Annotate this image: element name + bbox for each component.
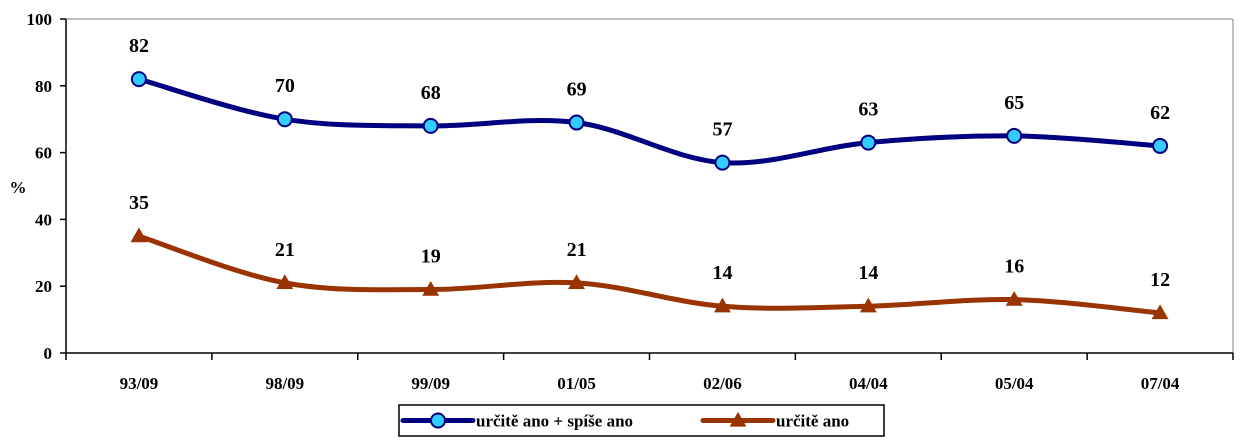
y-tick-label: 20 [35,277,52,296]
series-2-data-label: 16 [1004,256,1024,278]
legend-label: určitě ano + spíše ano [476,412,633,431]
y-tick-label: 80 [35,77,52,96]
series-1-data-label: 68 [421,82,441,104]
series-2-point [422,280,440,296]
series-2-data-label: 14 [712,262,732,284]
y-tick-label: 60 [35,144,52,163]
series-2-point [568,274,585,290]
series-2-data-label: 21 [567,239,587,261]
y-tick-label: 100 [27,10,53,29]
series-1-line [136,76,1163,166]
x-tick-label: 05/04 [995,374,1034,393]
x-tick-label: 07/04 [1141,374,1180,393]
series-2-data-label: 14 [858,262,878,284]
series-2 [130,227,1169,320]
x-tick-label: 04/04 [849,374,888,393]
series-1-point [422,117,439,134]
legend-label: určitě ano [776,412,849,431]
series-1-data-label: 57 [712,119,732,141]
data-labels: 82 70 68 69 57 63 65 62 35 21 19 21 14 14 16 12 [129,35,1170,291]
series-2-line [136,233,1163,316]
series-2-point [130,227,148,243]
series-2-point [1151,304,1169,320]
series-1-data-label: 70 [275,75,295,97]
x-tick-label: 02/06 [703,374,742,393]
series-2-data-label: 12 [1150,269,1170,291]
legend-box [398,404,885,437]
series-2-data-label: 35 [129,192,149,214]
series-2-data-label: 19 [421,246,441,268]
legend-item-1: určitě ano + spíše ano [400,412,633,431]
legend-swatch-marker [729,411,747,427]
series-1-point [860,134,877,151]
series-2-point [714,297,731,313]
x-tick-label: 93/09 [120,374,159,393]
series-1-point [568,114,585,131]
series-2-point [276,274,294,290]
x-tick-label: 99/09 [411,374,450,393]
y-tick-label: 40 [35,210,52,229]
series-1 [130,71,1169,171]
x-tick-label: 98/09 [265,374,304,393]
series-1-data-label: 69 [567,79,587,101]
series-1-point [130,71,147,88]
legend: určitě ano + spíše ano určitě ano [398,404,885,437]
series-2-data-label: 21 [275,239,295,261]
axes: 0 20 40 60 80 100 93/09 98/09 99/09 01/05 02/06 04/… [27,10,1234,393]
series-1-data-label: 63 [858,99,878,121]
series-1-point [714,154,731,171]
x-tick-label: 01/05 [557,374,596,393]
series-1-point [276,111,293,128]
series-1-point [1006,127,1023,144]
series-layer [130,71,1169,320]
series-1-data-label: 82 [129,35,149,57]
series-1-data-label: 65 [1004,92,1024,114]
legend-item-2: určitě ano [700,411,849,431]
legend-swatch-marker [430,412,446,429]
series-2-point [859,297,877,313]
series-2-point [1005,290,1023,306]
series-1-point [1152,137,1169,154]
y-tick-label: 0 [44,344,53,363]
series-1-data-label: 62 [1150,102,1170,124]
y-axis-title: % [10,178,27,197]
